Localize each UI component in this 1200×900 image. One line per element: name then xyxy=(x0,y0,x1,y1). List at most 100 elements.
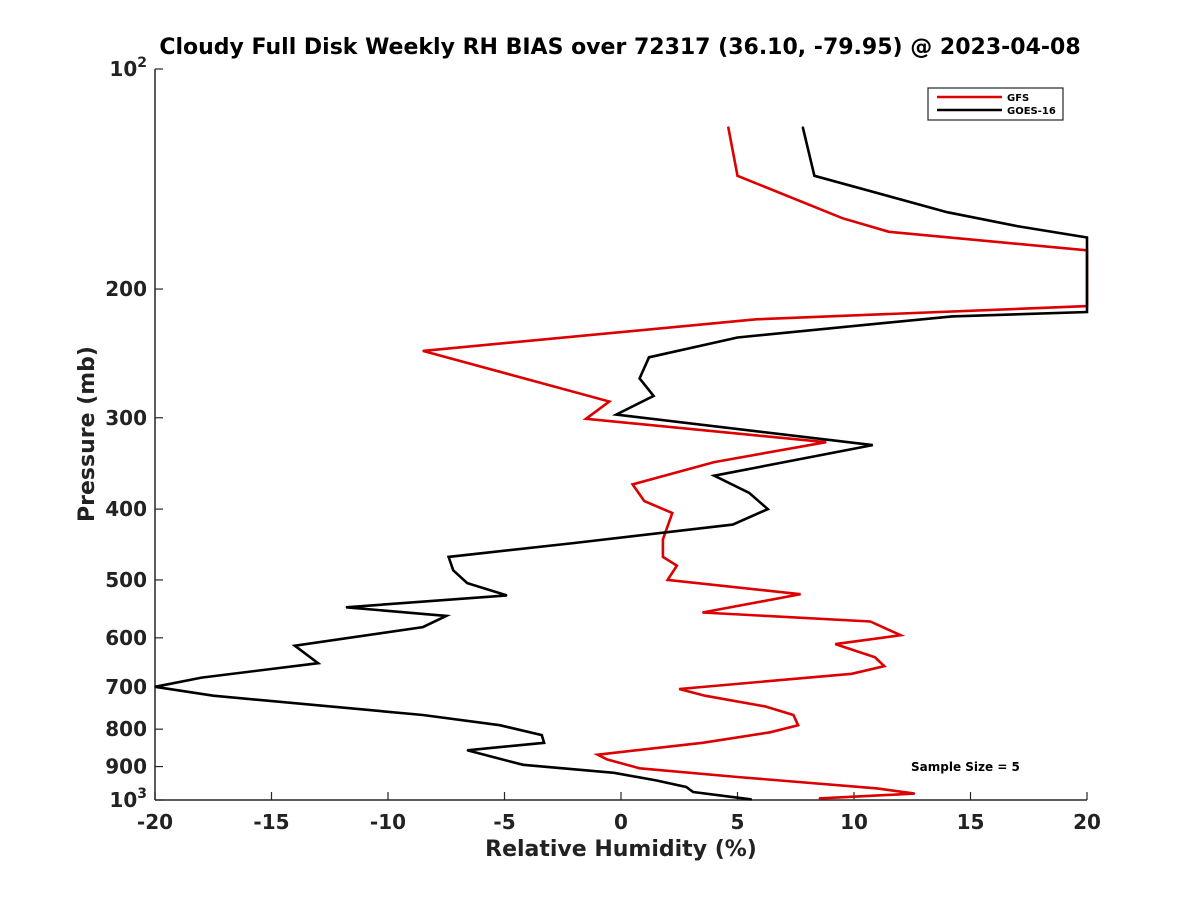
data-point xyxy=(499,724,501,726)
legend-label-gfs: GFS xyxy=(1007,93,1029,104)
data-point xyxy=(662,556,664,558)
data-point xyxy=(452,569,454,571)
legend: GFS GOES-16 xyxy=(927,87,1064,121)
x-tick-label: -10 xyxy=(370,810,406,834)
data-point xyxy=(608,400,610,403)
y-tick-label: 103 xyxy=(109,786,147,812)
data-point xyxy=(851,673,853,675)
x-tick-label: 10 xyxy=(840,810,868,834)
data-point xyxy=(445,615,447,617)
data-point xyxy=(448,556,450,558)
data-point xyxy=(1086,236,1088,239)
data-point xyxy=(704,695,706,697)
legend-box xyxy=(927,87,1064,121)
data-point xyxy=(294,645,296,647)
data-point xyxy=(736,336,739,339)
data-point xyxy=(653,395,655,397)
x-tick-label: 15 xyxy=(957,810,985,834)
data-point xyxy=(422,714,424,716)
data-point xyxy=(422,626,424,628)
data-point xyxy=(702,611,704,614)
data-point xyxy=(736,776,739,778)
data-point xyxy=(585,418,587,420)
data-point xyxy=(573,542,576,544)
data-point xyxy=(818,797,820,800)
data-point xyxy=(883,665,885,667)
data-point xyxy=(648,356,650,358)
data-point xyxy=(727,126,729,128)
y-tick-label: 400 xyxy=(105,497,147,521)
data-point xyxy=(466,582,468,584)
series-goes-16 xyxy=(154,126,1089,801)
x-tick-label: -15 xyxy=(253,810,289,834)
data-point xyxy=(797,724,799,726)
data-point xyxy=(692,791,694,793)
data-point xyxy=(834,643,837,645)
data-point xyxy=(736,175,739,177)
data-point xyxy=(615,414,617,416)
data-point xyxy=(643,500,645,502)
data-point xyxy=(655,779,657,782)
data-point xyxy=(685,786,687,788)
x-tick-label: 0 xyxy=(614,810,628,834)
data-point xyxy=(732,524,734,526)
series-lines xyxy=(154,126,1089,801)
data-point xyxy=(792,714,795,716)
x-tick-label: 20 xyxy=(1073,810,1101,834)
y-tick-label: 200 xyxy=(105,277,147,301)
data-point xyxy=(639,767,641,769)
data-point xyxy=(466,749,468,751)
data-point xyxy=(597,754,599,756)
y-tick-label: 800 xyxy=(105,717,147,741)
y-tick-label: 600 xyxy=(105,626,147,650)
data-point xyxy=(541,734,543,736)
series-gfs xyxy=(422,126,1089,800)
series-line xyxy=(154,126,1089,801)
data-point xyxy=(825,441,827,443)
y-tick-label: 900 xyxy=(105,755,147,779)
data-point xyxy=(767,508,769,510)
data-point xyxy=(872,444,874,446)
x-ticks: -20 -15 -10 -5 0 5 10 15 20 xyxy=(137,792,1101,834)
x-tick-label: -5 xyxy=(493,810,515,834)
x-tick-label: 5 xyxy=(731,810,745,834)
data-point xyxy=(667,579,669,581)
y-tick-label: 500 xyxy=(105,568,147,592)
data-point xyxy=(769,731,771,733)
data-point xyxy=(946,211,948,213)
data-point xyxy=(713,475,715,477)
data-point xyxy=(802,126,804,128)
data-point xyxy=(201,677,203,679)
data-point xyxy=(750,798,753,801)
y-tick-label: 700 xyxy=(105,675,147,699)
data-point xyxy=(876,787,878,790)
sample-size-annotation: Sample Size = 5 xyxy=(911,760,1020,774)
data-point xyxy=(755,318,757,320)
data-point xyxy=(678,688,680,690)
data-point xyxy=(748,492,750,494)
y-ticks: 102 200 300 400 500 600 700 800 900 103 xyxy=(105,55,163,812)
data-point xyxy=(900,634,902,636)
data-point xyxy=(1016,225,1018,227)
data-point xyxy=(676,565,678,567)
data-point xyxy=(951,315,953,317)
data-point xyxy=(764,705,767,708)
data-point xyxy=(212,695,214,697)
y-tick-label: 102 xyxy=(109,55,147,81)
data-point xyxy=(606,758,608,761)
data-point xyxy=(422,350,424,352)
plot-area: -20 -15 -10 -5 0 5 10 15 20 102 200 300 400 500 600 70… xyxy=(105,55,1101,834)
data-point xyxy=(317,662,319,664)
data-point xyxy=(487,755,489,757)
x-tick-label: -20 xyxy=(137,810,173,834)
data-point xyxy=(874,656,876,658)
data-point xyxy=(702,742,704,744)
data-point xyxy=(914,793,916,795)
data-point xyxy=(799,593,802,595)
y-tick-label: 300 xyxy=(105,406,147,430)
data-point xyxy=(671,512,673,514)
data-point xyxy=(613,772,615,774)
x-axis-label: Relative Humidity (%) xyxy=(485,837,757,862)
